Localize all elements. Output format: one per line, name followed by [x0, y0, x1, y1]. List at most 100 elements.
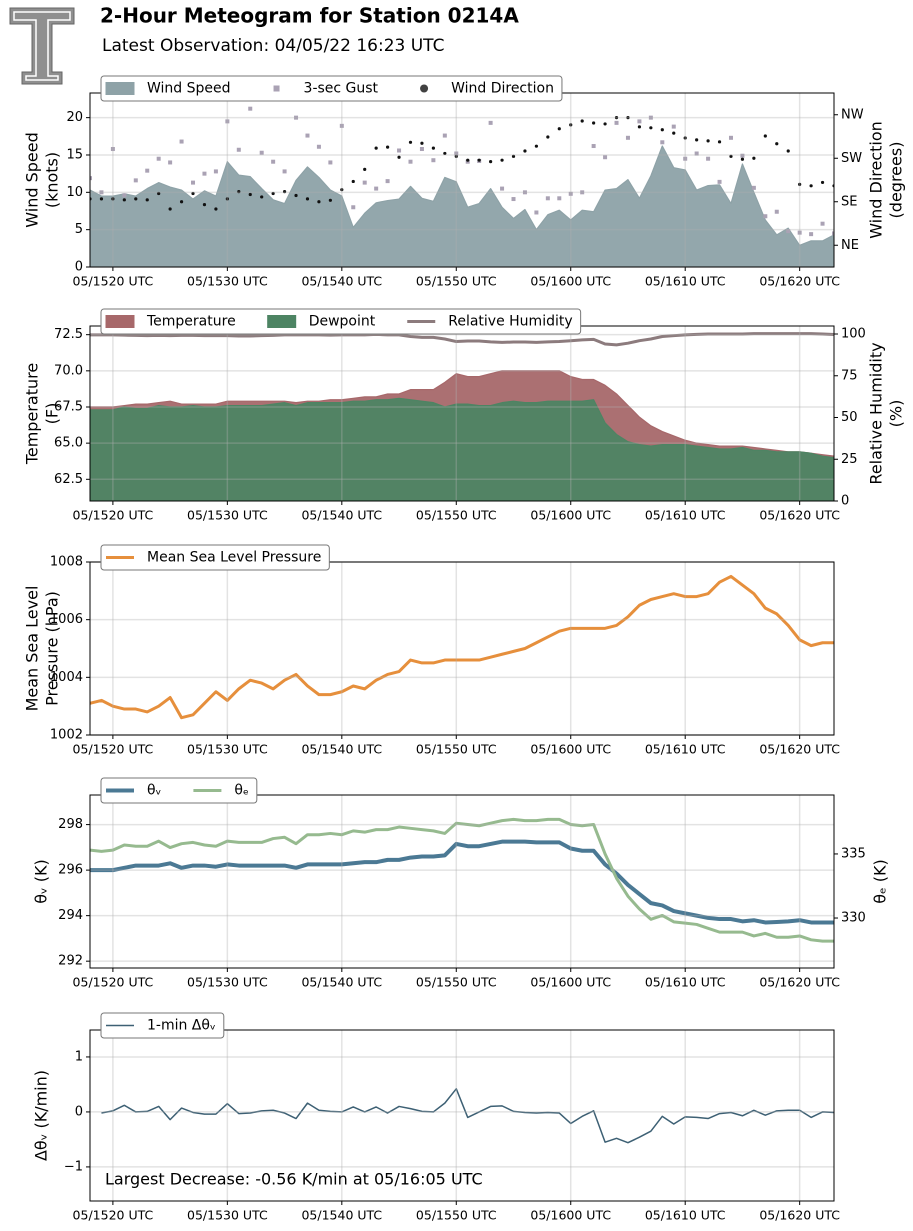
gust-marker: [225, 119, 230, 124]
x-tick-label: 05/1620 UTC: [759, 508, 840, 523]
logo: [9, 7, 75, 85]
point: [592, 121, 596, 125]
x-tick-label: 05/1520 UTC: [73, 742, 154, 757]
y-axis-label: (F): [43, 403, 62, 425]
gust-marker: [419, 147, 424, 152]
legend-box: [100, 308, 582, 335]
y2-tick-label: 50: [841, 410, 858, 425]
gust-marker: [671, 124, 676, 129]
point: [740, 157, 745, 161]
panel: 05/1520 UTC 05/1530 UTC 05/1540 UTC 05/1550…: [23, 308, 906, 523]
y2-tick-label: SW: [841, 151, 862, 166]
gust-marker: [362, 180, 367, 185]
line: [90, 817, 834, 943]
gust-marker: [660, 140, 665, 145]
point: [672, 131, 676, 135]
legend-label: Wind Direction: [451, 81, 554, 97]
point: [122, 198, 126, 202]
point: [500, 158, 504, 162]
point: [168, 207, 172, 211]
legend-box: [100, 544, 330, 571]
gust-marker: [683, 156, 688, 161]
x-tick-label: 05/1550 UTC: [416, 975, 497, 990]
x-tick-label: 05/1530 UTC: [187, 1208, 268, 1223]
gust-marker: [648, 115, 653, 120]
y-tick-label: 292: [58, 954, 83, 969]
point: [179, 200, 184, 204]
x-tick-label: 05/1620 UTC: [759, 975, 840, 990]
y-axis-label: Mean Sea Level: [23, 586, 42, 712]
y-tick-label: −1: [64, 1159, 83, 1174]
panel: 05/1520 UTC 05/1530 UTC 05/1540 UTC 05/1550…: [32, 777, 890, 990]
x-tick-label: 05/1550 UTC: [416, 274, 497, 289]
plot-area: [90, 817, 834, 943]
point: [260, 195, 264, 199]
gust-marker: [110, 147, 115, 152]
x-tick-label: 05/1600 UTC: [530, 274, 611, 289]
x-tick-label: 05/1610 UTC: [645, 508, 726, 523]
y2-tick-label: 335: [841, 846, 866, 861]
y2-axis-label: (%): [887, 400, 906, 428]
point: [294, 193, 298, 198]
gust-marker: [809, 232, 814, 237]
point: [546, 135, 550, 139]
y2-tick-label: 75: [841, 368, 858, 383]
gust-marker: [442, 133, 447, 138]
point: [386, 145, 390, 149]
gust-marker: [603, 155, 608, 160]
legend-label: 3-sec Gust: [304, 81, 379, 97]
x-tick-label: 05/1550 UTC: [416, 742, 497, 757]
legend-label: Wind Speed: [147, 81, 231, 97]
point: [569, 123, 573, 127]
area: [90, 397, 834, 501]
legend-label: Temperature: [146, 314, 236, 330]
gust-marker: [90, 176, 92, 181]
gust-marker: [259, 150, 264, 155]
x-tick-label: 05/1540 UTC: [301, 274, 382, 289]
point: [305, 197, 310, 201]
y-tick-label: 10: [66, 185, 83, 200]
point: [340, 188, 344, 192]
gust-marker: [454, 151, 459, 156]
y2-tick-label: 0: [841, 494, 849, 509]
line: [90, 332, 834, 347]
y2-tick-label: SE: [841, 194, 857, 209]
line: [101, 1088, 834, 1144]
gust-marker: [763, 214, 768, 219]
line: [90, 839, 834, 925]
gust-marker: [557, 196, 562, 201]
y2-axis-label: Wind Direction: [867, 121, 886, 239]
x-tick-label: 05/1600 UTC: [530, 975, 611, 990]
frame: [89, 561, 835, 736]
point: [580, 119, 584, 123]
y2-tick-label: NE: [841, 238, 859, 253]
point: [820, 180, 825, 185]
legend-swatch: [105, 82, 135, 95]
y-tick-label: 1006: [50, 612, 83, 627]
y-tick-label: 72.5: [54, 327, 83, 342]
x-tick-label: 05/1610 UTC: [645, 1208, 726, 1223]
gust-marker: [133, 178, 138, 183]
point: [534, 144, 539, 148]
y-tick-label: 20: [66, 110, 83, 125]
gust-marker: [271, 159, 276, 164]
point: [763, 134, 767, 138]
point: [775, 142, 779, 146]
y2-axis-label: Relative Humidity: [867, 342, 886, 484]
legend-label: θᵥ: [147, 783, 161, 799]
point: [695, 138, 699, 142]
legend-box: [100, 75, 563, 102]
point: [191, 191, 195, 196]
point: [237, 190, 241, 194]
point: [706, 139, 710, 143]
gust-marker: [751, 185, 756, 190]
legend: Wind Speed 3-sec Gust Wind Direction: [100, 75, 563, 102]
point: [420, 141, 424, 145]
x-tick-label: 05/1530 UTC: [187, 274, 268, 289]
x-tick-label: 05/1530 UTC: [187, 975, 268, 990]
x-tick-label: 05/1610 UTC: [645, 742, 726, 757]
y-tick-label: 298: [58, 817, 83, 832]
gust-marker: [717, 179, 722, 184]
legend-swatch: [105, 315, 135, 328]
